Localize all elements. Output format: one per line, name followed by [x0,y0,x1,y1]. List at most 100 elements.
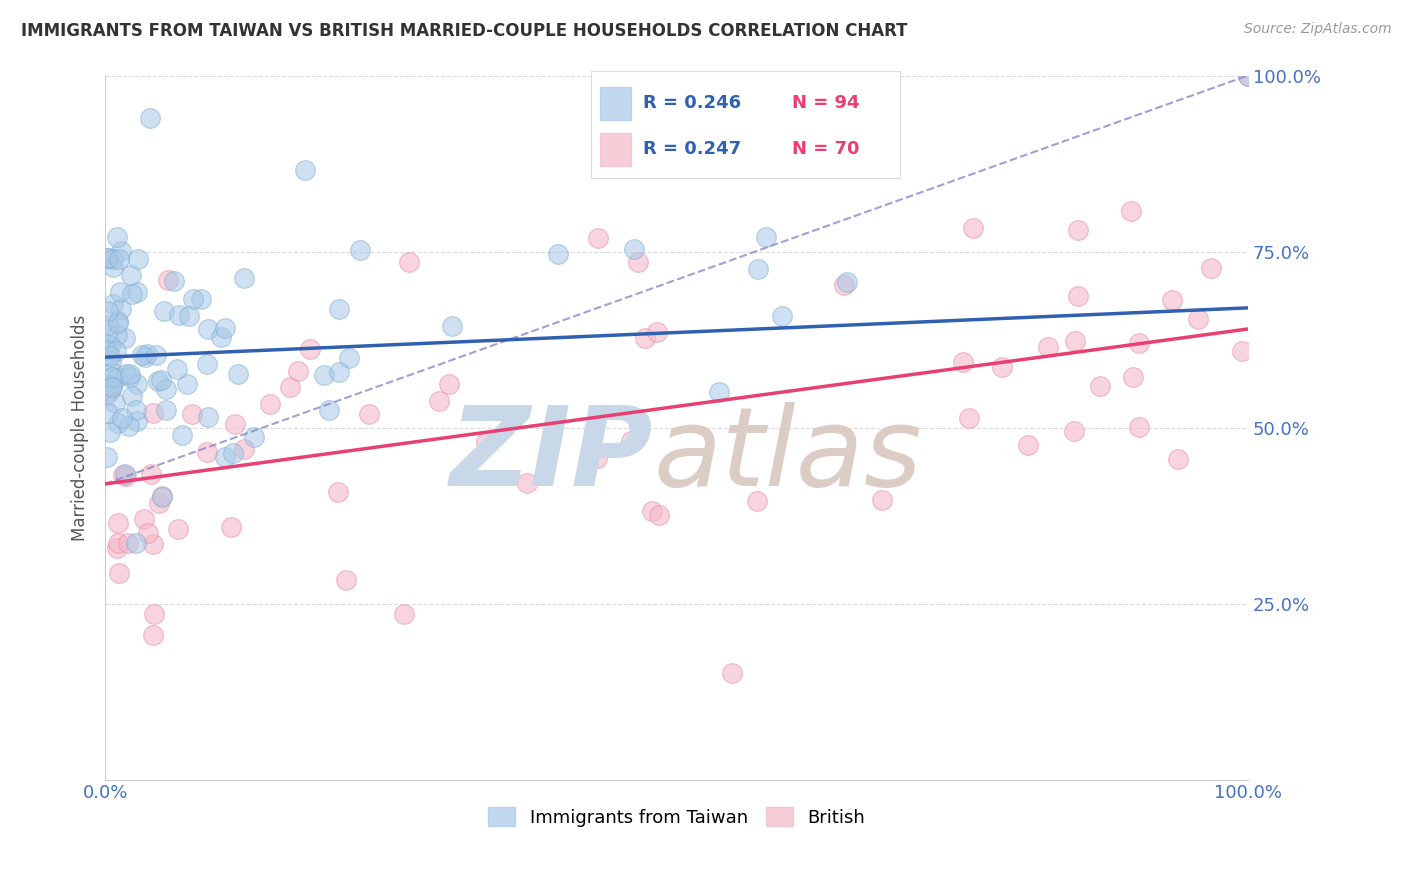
Point [770,309,793,323]
Point [627,255,650,269]
Point [131,348,153,362]
Point [870,492,893,507]
Point [143,607,166,621]
Point [547,247,569,261]
Y-axis label: Married-couple Households: Married-couple Households [72,315,89,541]
Point [1088,379,1111,393]
Point [97,251,120,265]
Text: IMMIGRANTS FROM TAIWAN VS BRITISH MARRIED-COUPLE HOUSEHOLDS CORRELATION CHART: IMMIGRANTS FROM TAIWAN VS BRITISH MARRIE… [21,22,908,40]
Point [214,321,236,335]
Point [1063,424,1085,438]
Point [103,297,125,311]
Point [121,287,143,301]
Point [97,407,120,421]
Text: N = 94: N = 94 [792,95,859,112]
Point [125,414,148,428]
Point [991,360,1014,375]
Point [1036,339,1059,353]
Point [101,379,124,393]
Point [125,403,148,417]
Point [427,394,450,409]
Point [136,347,159,361]
Point [105,344,128,359]
Point [98,384,121,399]
Point [957,410,980,425]
Point [125,285,148,300]
Point [278,380,301,394]
Point [197,410,219,425]
Point [100,370,122,384]
Point [105,371,128,385]
Point [155,403,177,417]
Point [114,331,136,345]
Point [1066,289,1088,303]
Point [166,361,188,376]
Point [439,376,461,391]
Point [707,384,730,399]
Point [107,516,129,531]
Point [226,368,249,382]
Point [298,342,321,356]
Point [318,402,340,417]
Point [117,419,139,434]
Point [167,308,190,322]
Point [1201,261,1223,276]
Point [125,535,148,549]
Point [328,485,350,500]
Point [121,389,143,403]
Point [96,450,118,464]
Point [1237,69,1260,83]
Point [110,302,132,317]
Point [96,326,118,340]
Point [832,278,855,293]
Point [328,302,350,317]
Point [349,243,371,257]
Point [146,374,169,388]
Point [195,445,218,459]
Point [721,665,744,680]
Point [101,252,124,267]
Point [139,467,162,481]
Point [398,254,420,268]
Point [163,274,186,288]
Point [328,365,350,379]
Point [1128,419,1150,434]
Point [101,365,124,379]
Point [107,252,129,266]
Point [755,230,778,244]
Point [180,407,202,421]
Point [233,270,256,285]
Point [105,229,128,244]
Point [96,388,118,402]
Point [115,368,138,382]
Point [475,434,498,449]
Point [152,304,174,318]
Point [156,273,179,287]
Text: R = 0.247: R = 0.247 [643,141,741,159]
Point [312,368,335,382]
Point [127,252,149,267]
Point [155,382,177,396]
Point [1128,335,1150,350]
Point [112,467,135,482]
Point [117,535,139,549]
Point [114,467,136,482]
Point [98,425,121,440]
Legend: Immigrants from Taiwan, British: Immigrants from Taiwan, British [481,800,872,834]
Point [141,537,163,551]
Point [641,504,664,518]
Point [516,475,538,490]
Text: atlas: atlas [654,402,922,509]
Point [118,369,141,384]
Point [259,397,281,411]
Point [585,451,607,466]
Point [120,268,142,282]
Point [96,343,118,357]
Point [115,468,138,483]
Point [111,411,134,425]
Point [645,325,668,339]
Text: Source: ZipAtlas.com: Source: ZipAtlas.com [1244,22,1392,37]
Point [107,316,129,330]
Point [747,262,769,277]
Point [1063,334,1085,349]
